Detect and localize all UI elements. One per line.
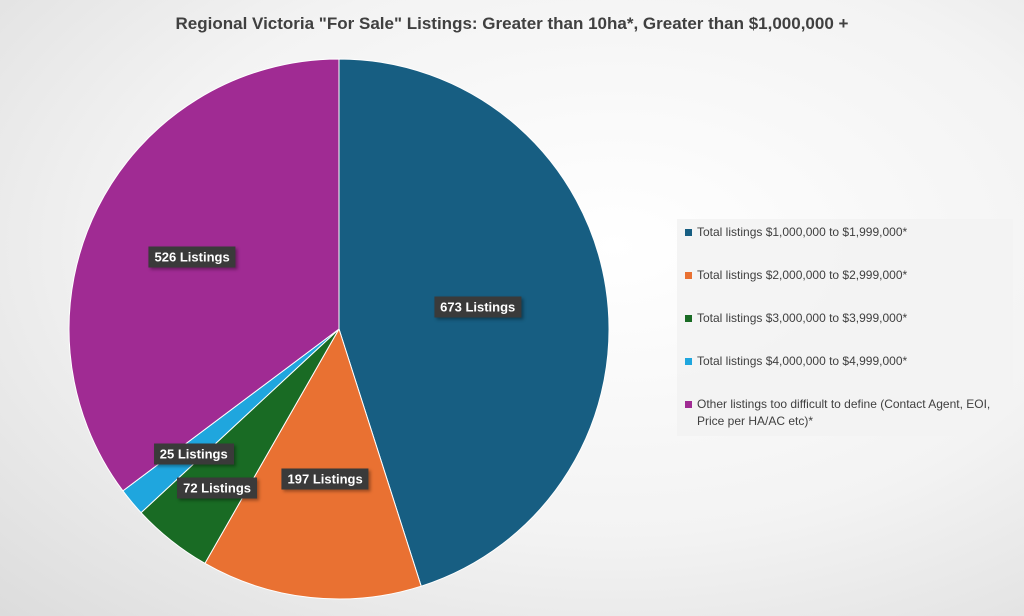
- pie-slice-1: [338, 58, 610, 587]
- legend-swatch: [685, 272, 692, 279]
- legend-swatch: [685, 315, 692, 322]
- legend-item-2: Total listings $2,000,000 to $2,999,000*: [685, 267, 1005, 303]
- pie-slice-5: [68, 58, 340, 492]
- legend-swatch: [685, 229, 692, 236]
- legend-swatch: [685, 358, 692, 365]
- data-label-4: 25 Listings: [153, 443, 234, 465]
- legend-label: Total listings $3,000,000 to $3,999,000*: [697, 311, 908, 325]
- data-label-2: 197 Listings: [281, 468, 369, 490]
- legend-item-3: Total listings $3,000,000 to $3,999,000*: [685, 310, 1005, 346]
- legend-label: Total listings $2,000,000 to $2,999,000*: [697, 268, 908, 282]
- data-label-1: 673 Listings: [434, 296, 522, 318]
- legend-label: Total listings $1,000,000 to $1,999,000*: [697, 225, 908, 239]
- chart-title: Regional Victoria "For Sale" Listings: G…: [175, 14, 849, 33]
- data-label-3: 72 Listings: [177, 477, 258, 499]
- data-label-5: 526 Listings: [148, 246, 236, 267]
- legend-item-5: Other listings too difficult to define (…: [685, 396, 1005, 432]
- chart-legend: Total listings $1,000,000 to $1,999,000*…: [677, 219, 1013, 436]
- legend-swatch: [685, 401, 692, 408]
- legend-item-4: Total listings $4,000,000 to $4,999,000*: [685, 353, 1005, 389]
- pie-slice-2: [204, 327, 422, 600]
- legend-label: Other listings too difficult to define (…: [697, 397, 991, 428]
- legend-label: Total listings $4,000,000 to $4,999,000*: [697, 354, 908, 368]
- legend-item-1: Total listings $1,000,000 to $1,999,000*: [685, 224, 1005, 260]
